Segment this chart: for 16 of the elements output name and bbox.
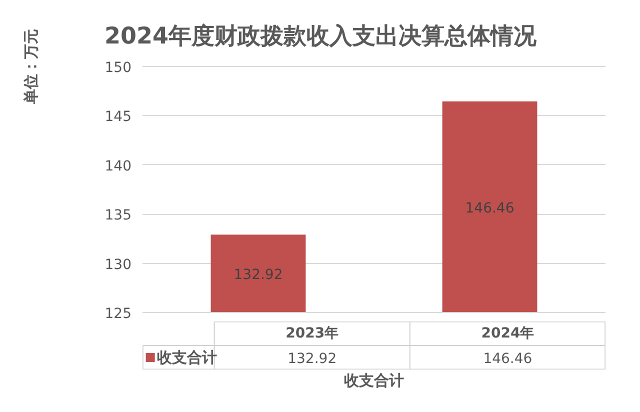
y-tick-label: 125	[104, 306, 132, 322]
y-axis-title: 单位：万元	[22, 29, 40, 105]
data-label: 146.46	[483, 351, 532, 367]
y-tick-label: 140	[104, 158, 132, 174]
legend-label: 收支合计	[157, 348, 218, 366]
x-tick-label: 2024年	[481, 326, 534, 342]
x-axis-title: 收支合计	[344, 372, 404, 390]
chart-title: 2024年度财政拨款收入支出决算总体情况	[104, 22, 538, 50]
x-tick-label: 2023年	[286, 326, 339, 342]
y-tick-label: 150	[104, 60, 132, 76]
data-label: 132.92	[288, 351, 337, 367]
y-tick-label: 130	[104, 256, 132, 273]
annotation: 146.46	[465, 200, 514, 216]
y-tick-label: 145	[104, 109, 132, 126]
annotation: 132.92	[234, 267, 283, 284]
y-tick-label: 135	[104, 208, 132, 224]
